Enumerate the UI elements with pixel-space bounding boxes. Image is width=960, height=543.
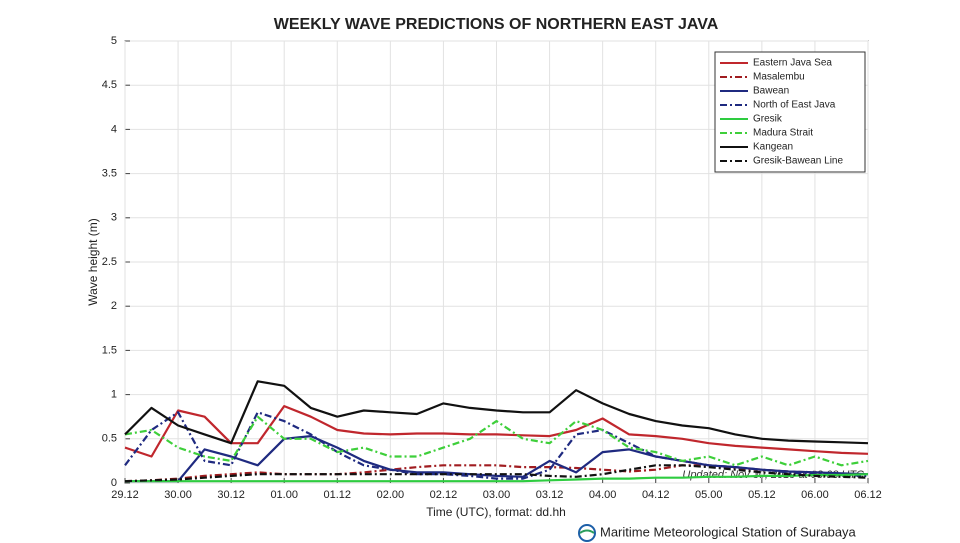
- series-line: [124, 415, 869, 467]
- x-tick-label: 29.12: [111, 489, 139, 501]
- legend-label: Gresik-Bawean Line: [753, 156, 843, 167]
- legend-label: Kangean: [753, 142, 793, 153]
- footer: Maritime Meteorological Station of Surab…: [600, 524, 857, 539]
- y-tick-label: 2: [111, 300, 117, 312]
- y-tick-label: 4.5: [102, 79, 117, 91]
- x-tick-label: 05.00: [695, 489, 723, 501]
- x-tick-label: 01.00: [270, 489, 298, 501]
- x-tick-label: 04.12: [642, 489, 670, 501]
- y-tick-label: 0: [111, 477, 117, 489]
- y-tick-label: 1.5: [102, 344, 117, 356]
- legend-label: Madura Strait: [753, 128, 813, 139]
- chart-title: WEEKLY WAVE PREDICTIONS OF NORTHERN EAST…: [274, 16, 719, 33]
- legend-label: Masalembu: [753, 72, 805, 83]
- legend-label: Bawean: [753, 86, 789, 97]
- y-tick-label: 0.5: [102, 433, 117, 445]
- y-tick-label: 2.5: [102, 256, 117, 268]
- y-tick-label: 4: [111, 123, 117, 135]
- legend: Eastern Java Sea Masalembu Bawean North of …: [714, 51, 866, 173]
- x-tick-label: 30.00: [164, 489, 192, 501]
- series-line: [124, 405, 869, 458]
- logo-wave: [579, 529, 595, 534]
- y-tick-label: 1: [111, 389, 117, 401]
- logo: [578, 524, 596, 542]
- x-tick-label: 06.00: [801, 489, 829, 501]
- y-tick-label: 3: [111, 212, 117, 224]
- legend-label: Eastern Java Sea: [753, 58, 832, 69]
- x-tick-label: 01.12: [324, 489, 352, 501]
- x-tick-label: 03.00: [483, 489, 511, 501]
- x-tick-label: 04.00: [589, 489, 617, 501]
- x-tick-label: 06.12: [854, 489, 882, 501]
- x-tick-label: 05.12: [748, 489, 776, 501]
- series-line: [125, 435, 869, 483]
- legend-label: Gresik: [753, 114, 783, 125]
- x-tick-label: 30.12: [217, 489, 245, 501]
- x-tick-label: 02.00: [377, 489, 405, 501]
- y-tick-label: 3.5: [102, 168, 117, 180]
- series-line: [124, 411, 869, 480]
- x-tick-label: 03.12: [536, 489, 564, 501]
- y-axis-label: Wave height (m): [86, 218, 100, 306]
- legend-label: North of East Java: [753, 100, 836, 111]
- y-tick-label: 5: [111, 35, 117, 47]
- series-line: [125, 473, 869, 483]
- x-axis-label: Time (UTC), format: dd.hh: [426, 505, 566, 519]
- x-tick-label: 02.12: [430, 489, 458, 501]
- series-line: [124, 464, 869, 483]
- series-line: [124, 380, 869, 445]
- legend-box: [714, 51, 866, 173]
- logo-ring: [578, 524, 596, 542]
